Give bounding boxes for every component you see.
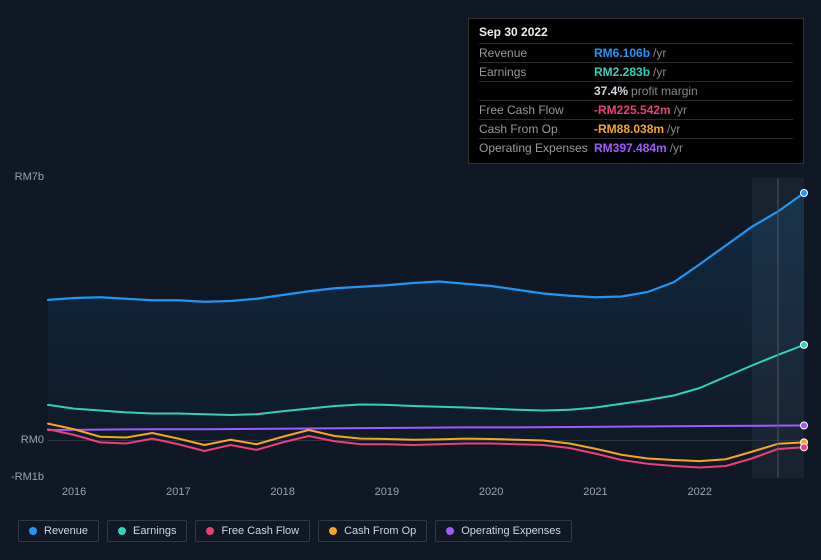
tooltip-value: RM397.484m/yr <box>594 141 683 155</box>
legend-swatch <box>118 527 126 535</box>
tooltip-value: RM2.283b/yr <box>594 65 666 79</box>
tooltip-row: 37.4%profit margin <box>479 81 793 100</box>
x-tick-label: 2022 <box>687 486 711 498</box>
legend-item-fcf[interactable]: Free Cash Flow <box>195 520 310 542</box>
legend-label: Revenue <box>44 525 88 537</box>
y-tick-label: RM0 <box>4 434 44 446</box>
tooltip-label: Free Cash Flow <box>479 103 594 117</box>
series-end-marker-free_cash_flow <box>801 444 808 451</box>
legend-label: Earnings <box>133 525 176 537</box>
legend-label: Free Cash Flow <box>221 525 299 537</box>
x-tick-label: 2020 <box>479 486 503 498</box>
legend-item-opex[interactable]: Operating Expenses <box>435 520 572 542</box>
tooltip-value: RM6.106b/yr <box>594 46 666 60</box>
tooltip-row: EarningsRM2.283b/yr <box>479 62 793 81</box>
legend-swatch <box>329 527 337 535</box>
tooltip-label: Operating Expenses <box>479 141 594 155</box>
tooltip-label: Earnings <box>479 65 594 79</box>
x-tick-label: 2021 <box>583 486 607 498</box>
series-end-marker-earnings <box>801 341 808 348</box>
tooltip-row: Operating ExpensesRM397.484m/yr <box>479 138 793 157</box>
data-tooltip: Sep 30 2022RevenueRM6.106b/yrEarningsRM2… <box>468 18 804 164</box>
tooltip-title: Sep 30 2022 <box>479 25 793 39</box>
legend-swatch <box>29 527 37 535</box>
legend-swatch <box>446 527 454 535</box>
legend-item-earnings[interactable]: Earnings <box>107 520 187 542</box>
legend-label: Cash From Op <box>344 525 416 537</box>
revenue-area <box>48 193 804 441</box>
y-tick-label: RM7b <box>4 171 44 183</box>
tooltip-value: 37.4%profit margin <box>594 84 698 98</box>
series-end-marker-revenue <box>801 190 808 197</box>
legend-item-revenue[interactable]: Revenue <box>18 520 99 542</box>
tooltip-row: RevenueRM6.106b/yr <box>479 43 793 62</box>
tooltip-label: Revenue <box>479 46 594 60</box>
y-tick-label: -RM1b <box>4 471 44 483</box>
x-tick-label: 2018 <box>270 486 294 498</box>
tooltip-value: -RM88.038m/yr <box>594 122 680 136</box>
tooltip-row: Free Cash Flow-RM225.542m/yr <box>479 100 793 119</box>
tooltip-label: Cash From Op <box>479 122 594 136</box>
x-tick-label: 2017 <box>166 486 190 498</box>
x-tick-label: 2019 <box>375 486 399 498</box>
series-end-marker-op_expenses <box>801 422 808 429</box>
x-tick-label: 2016 <box>62 486 86 498</box>
tooltip-row: Cash From Op-RM88.038m/yr <box>479 119 793 138</box>
legend-label: Operating Expenses <box>461 525 561 537</box>
tooltip-value: -RM225.542m/yr <box>594 103 687 117</box>
legend-swatch <box>206 527 214 535</box>
chart-legend: Revenue Earnings Free Cash Flow Cash From O… <box>18 520 572 542</box>
legend-item-cfo[interactable]: Cash From Op <box>318 520 427 542</box>
tooltip-label <box>479 84 594 98</box>
